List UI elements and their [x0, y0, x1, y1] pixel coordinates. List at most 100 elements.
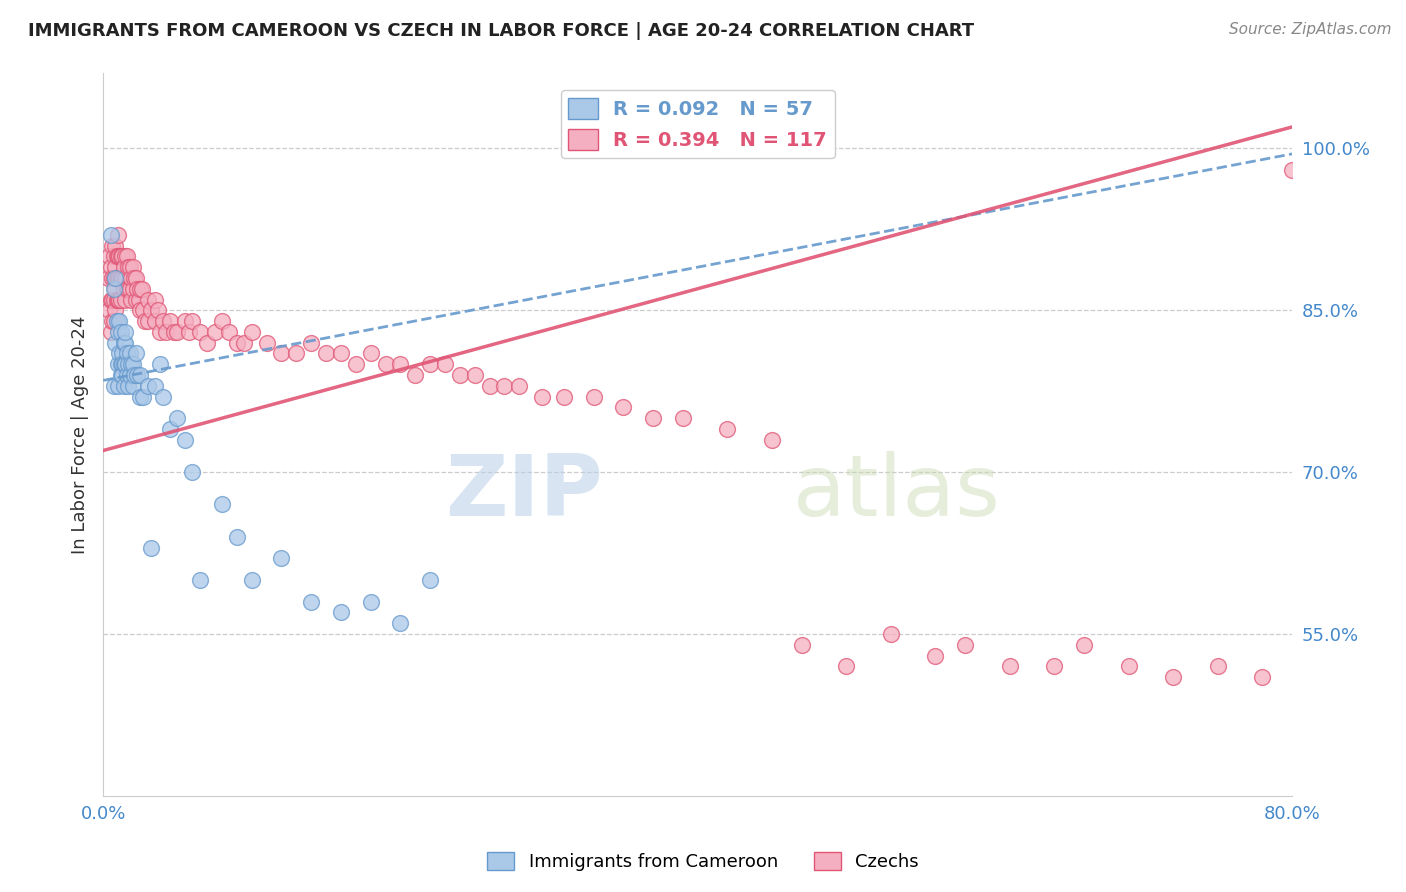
- Point: [478, 379, 501, 393]
- Point: [285, 346, 308, 360]
- Point: [100, 227, 122, 242]
- Point: [117, 282, 139, 296]
- Point: [1340, 217, 1362, 231]
- Point: [1043, 659, 1066, 673]
- Point: [97, 271, 120, 285]
- Point: [112, 260, 135, 275]
- Point: [139, 303, 162, 318]
- Point: [117, 379, 139, 393]
- Point: [127, 368, 149, 382]
- Point: [143, 379, 166, 393]
- Point: [166, 411, 188, 425]
- Point: [1206, 659, 1229, 673]
- Point: [129, 368, 152, 382]
- Point: [149, 325, 172, 339]
- Point: [103, 271, 125, 285]
- Point: [108, 271, 131, 285]
- Point: [270, 551, 292, 566]
- Point: [110, 249, 132, 263]
- Point: [374, 357, 396, 371]
- Point: [112, 282, 135, 296]
- Point: [329, 606, 352, 620]
- Point: [101, 238, 124, 252]
- Point: [125, 293, 148, 307]
- Point: [111, 249, 134, 263]
- Point: [218, 325, 240, 339]
- Point: [136, 379, 159, 393]
- Point: [115, 346, 138, 360]
- Point: [233, 335, 256, 350]
- Point: [107, 293, 129, 307]
- Point: [107, 379, 129, 393]
- Point: [329, 346, 352, 360]
- Point: [146, 303, 169, 318]
- Point: [120, 271, 142, 285]
- Point: [131, 282, 153, 296]
- Point: [152, 390, 174, 404]
- Point: [114, 357, 136, 371]
- Point: [1161, 670, 1184, 684]
- Legend: Immigrants from Cameroon, Czechs: Immigrants from Cameroon, Czechs: [479, 845, 927, 879]
- Point: [149, 357, 172, 371]
- Point: [181, 465, 204, 479]
- Point: [112, 335, 135, 350]
- Point: [121, 282, 143, 296]
- Point: [129, 282, 152, 296]
- Point: [98, 303, 121, 318]
- Text: atlas: atlas: [793, 450, 1001, 533]
- Point: [111, 346, 134, 360]
- Point: [389, 357, 412, 371]
- Point: [121, 260, 143, 275]
- Point: [195, 335, 218, 350]
- Point: [998, 659, 1021, 673]
- Point: [98, 249, 121, 263]
- Point: [790, 638, 813, 652]
- Point: [114, 249, 136, 263]
- Point: [107, 249, 129, 263]
- Y-axis label: In Labor Force | Age 20-24: In Labor Force | Age 20-24: [72, 315, 89, 554]
- Point: [107, 357, 129, 371]
- Point: [204, 325, 226, 339]
- Point: [240, 325, 263, 339]
- Point: [494, 379, 516, 393]
- Point: [433, 357, 456, 371]
- Point: [114, 335, 136, 350]
- Point: [101, 293, 124, 307]
- Point: [1281, 163, 1303, 178]
- Point: [114, 325, 136, 339]
- Point: [508, 379, 530, 393]
- Point: [1118, 659, 1140, 673]
- Point: [132, 303, 155, 318]
- Point: [104, 238, 127, 252]
- Point: [179, 325, 201, 339]
- Point: [100, 325, 122, 339]
- Point: [716, 422, 738, 436]
- Text: ZIP: ZIP: [444, 450, 603, 533]
- Point: [118, 368, 141, 382]
- Point: [240, 573, 263, 587]
- Point: [107, 271, 129, 285]
- Point: [115, 249, 138, 263]
- Point: [103, 379, 125, 393]
- Point: [132, 390, 155, 404]
- Point: [128, 293, 150, 307]
- Point: [173, 433, 195, 447]
- Point: [225, 530, 247, 544]
- Point: [641, 411, 664, 425]
- Point: [110, 357, 132, 371]
- Point: [582, 390, 605, 404]
- Point: [118, 346, 141, 360]
- Point: [110, 368, 132, 382]
- Point: [120, 293, 142, 307]
- Point: [108, 293, 131, 307]
- Point: [117, 357, 139, 371]
- Point: [104, 335, 127, 350]
- Legend: R = 0.092   N = 57, R = 0.394   N = 117: R = 0.092 N = 57, R = 0.394 N = 117: [561, 90, 835, 158]
- Point: [111, 357, 134, 371]
- Point: [159, 422, 181, 436]
- Point: [124, 271, 146, 285]
- Point: [124, 368, 146, 382]
- Point: [315, 346, 337, 360]
- Point: [155, 325, 177, 339]
- Point: [104, 282, 127, 296]
